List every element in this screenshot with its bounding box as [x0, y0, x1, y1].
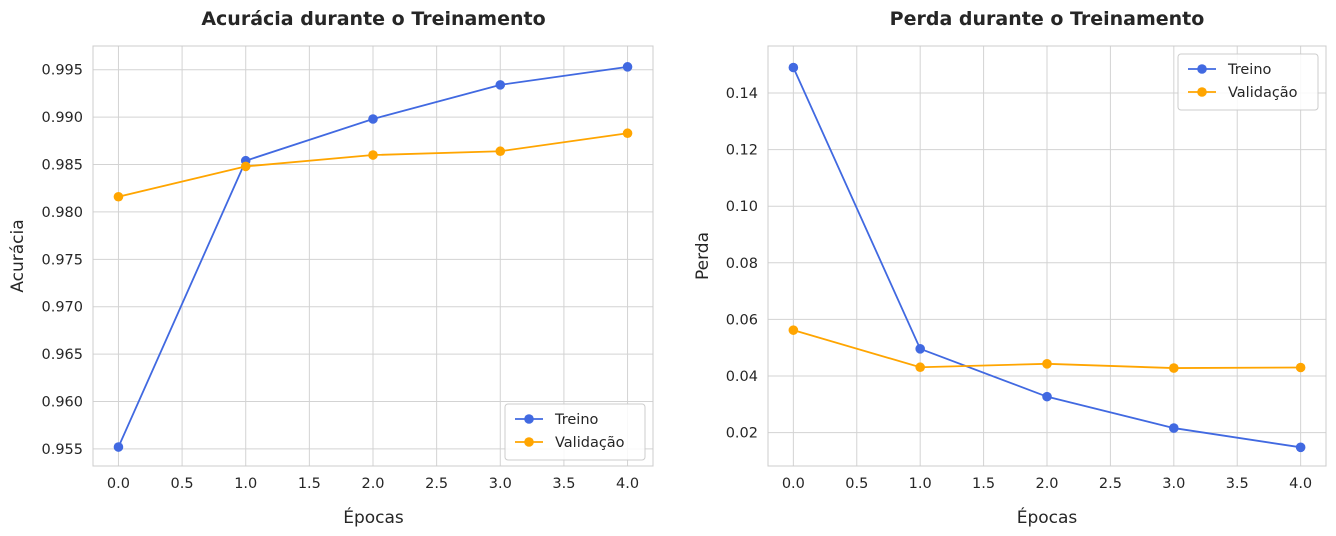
x-tick-label: 0.0	[782, 476, 805, 492]
x-tick-label: 2.0	[1035, 476, 1058, 492]
legend-label-treino: Treino	[1227, 62, 1272, 78]
chart-title: Acurácia durante o Treinamento	[201, 8, 545, 30]
data-point-validacao	[622, 128, 633, 139]
x-tick-label: 3.0	[489, 476, 512, 492]
data-point-treino	[1295, 442, 1306, 453]
legend: Treino Validação	[504, 403, 646, 461]
chart-title: Perda durante o Treinamento	[890, 8, 1205, 30]
data-point-treino	[368, 114, 378, 124]
y-axis-label: Acurácia	[8, 219, 28, 292]
plot-frame	[92, 45, 654, 467]
data-point-validacao	[113, 191, 124, 202]
data-point-treino	[1169, 423, 1179, 433]
data-point-validacao	[788, 325, 799, 335]
data-point-validacao	[1295, 362, 1306, 373]
x-tick-label: 1.0	[909, 476, 932, 492]
data-point-treino	[1042, 391, 1052, 402]
y-axis-label: Perda	[693, 232, 713, 280]
x-tick-label: 2.5	[425, 476, 448, 492]
y-tick-label: 0.06	[726, 312, 758, 328]
data-point-validacao	[915, 362, 925, 373]
y-tick-label: 0.14	[726, 86, 758, 102]
y-tick-label: 0.990	[41, 110, 83, 126]
x-tick-label: 4.0	[616, 476, 639, 492]
x-tick-label: 1.5	[298, 476, 321, 492]
plot-frame	[767, 45, 1327, 467]
y-tick-label: 0.08	[726, 256, 758, 272]
data-point-treino	[788, 62, 799, 73]
x-tick-label: 2.5	[1099, 476, 1122, 492]
loss-chart: Perda durante o Treinamento Épocas Perda…	[693, 8, 1327, 528]
y-tick-label: 0.985	[41, 158, 83, 174]
x-tick-label: 0.0	[107, 476, 130, 492]
y-tick-label: 0.980	[41, 205, 83, 221]
accuracy-chart: Acurácia durante o Treinamento Épocas Ac…	[8, 8, 654, 528]
x-tick-label: 4.0	[1289, 476, 1312, 492]
y-tick-label: 0.975	[41, 252, 83, 268]
x-tick-label: 3.5	[552, 476, 575, 492]
series-lines	[788, 62, 1306, 453]
data-point-treino	[622, 62, 633, 72]
x-axis-label: Épocas	[1017, 506, 1078, 528]
x-tick-label: 1.0	[234, 476, 257, 492]
x-tick-label: 0.5	[171, 476, 194, 492]
legend-box	[504, 403, 646, 461]
legend-label-validacao: Validação	[1228, 85, 1298, 101]
y-tick-label: 0.995	[41, 63, 83, 79]
data-point-treino	[915, 344, 925, 354]
y-tick-label: 0.955	[41, 442, 83, 458]
y-tick-label: 0.02	[726, 426, 758, 442]
data-point-validacao	[368, 150, 378, 160]
tick-labels: 0.0 0.5 1.0 1.5 2.0 2.5 3.0 3.5 4.0 0.955 0.960 0.9…	[41, 63, 639, 492]
data-point-treino	[113, 442, 124, 452]
legend-label-treino: Treino	[554, 412, 599, 428]
x-tick-label: 3.5	[1226, 476, 1249, 492]
y-tick-label: 0.970	[41, 300, 83, 316]
tick-labels: 0.0 0.5 1.0 1.5 2.0 2.5 3.0 3.5 4.0 0.02 0.04 0.06 0…	[726, 86, 1312, 492]
data-point-validacao	[1042, 359, 1052, 369]
legend: Treino Validação	[1177, 53, 1319, 111]
y-tick-label: 0.10	[726, 199, 758, 215]
legend-marker-treino	[524, 414, 534, 424]
legend-marker-validacao	[524, 437, 534, 447]
legend-marker-validacao	[1197, 87, 1207, 97]
grid	[93, 46, 653, 466]
y-tick-label: 0.965	[41, 347, 83, 363]
legend-box	[1177, 53, 1319, 111]
data-point-validacao	[1169, 363, 1179, 373]
x-axis-label: Épocas	[343, 506, 404, 528]
x-tick-label: 2.0	[361, 476, 384, 492]
x-tick-label: 3.0	[1162, 476, 1185, 492]
y-tick-label: 0.960	[41, 395, 83, 411]
x-tick-label: 1.5	[972, 476, 995, 492]
y-tick-label: 0.04	[726, 369, 758, 385]
data-point-validacao	[495, 146, 506, 157]
legend-label-validacao: Validação	[555, 435, 625, 451]
data-point-treino	[495, 80, 506, 90]
series-lines	[113, 62, 633, 452]
y-tick-label: 0.12	[726, 143, 758, 159]
legend-marker-treino	[1197, 64, 1207, 74]
x-tick-label: 0.5	[845, 476, 868, 492]
data-point-validacao	[240, 161, 251, 172]
